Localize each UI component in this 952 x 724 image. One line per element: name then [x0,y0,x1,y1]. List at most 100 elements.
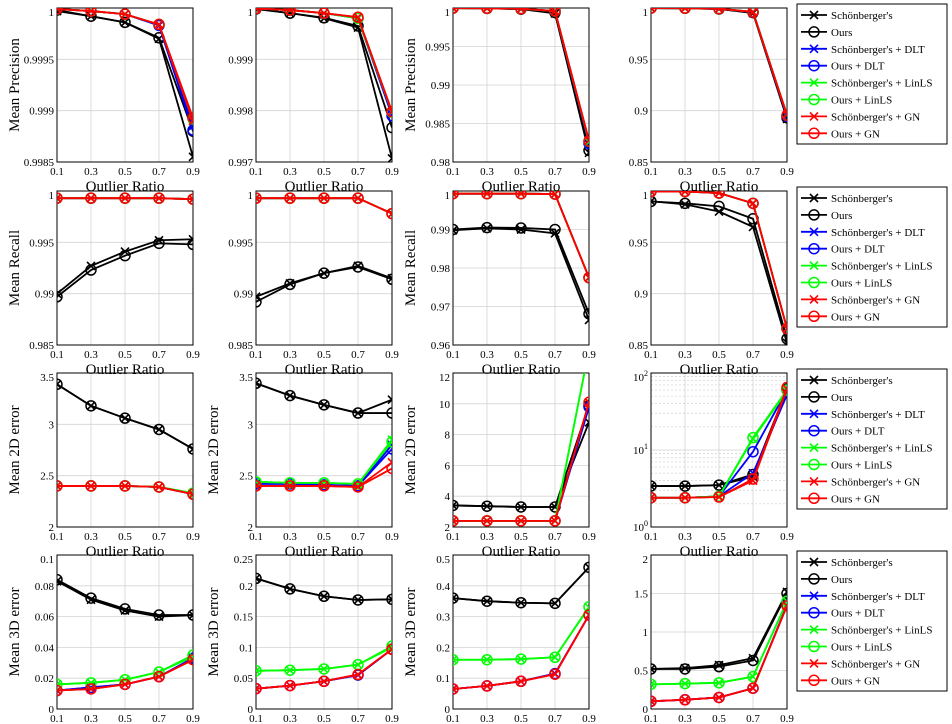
legend-marker [808,242,820,255]
data-point [187,193,193,205]
legend-box [796,186,948,328]
y-tick-label: 6 [445,460,451,472]
series-layer [256,192,392,308]
data-point [781,381,787,394]
data-point [187,238,193,251]
legend-row-3: Schönberger's Ours Schönberger's + DLT Ours… [796,368,948,510]
data-point [747,473,759,485]
legend-marker [808,310,820,323]
y-tick-label: 0.995 [228,237,253,249]
y-tick-label: 100 [633,519,648,534]
legend-item: Schönberger's + LinLS [801,625,932,637]
y-tick-label: 0.999 [29,106,54,118]
data-point [153,18,165,31]
y-tick-label: 3 [248,419,254,431]
series-line-ours-gn [651,8,787,116]
x-tick-label: 0.5 [317,713,331,724]
legend-marker [809,10,819,20]
legend-marker [808,127,820,140]
x-tick-label: 0.7 [351,166,365,178]
data-point [153,481,165,493]
plot-frame [650,554,788,710]
x-axis-label: Outlier Ratio [680,544,759,560]
data-point [57,8,63,15]
data-point [57,289,62,299]
x-tick-label: 0.1 [644,531,658,543]
data-point [549,668,561,680]
x-tick-label: 0.9 [780,531,794,543]
data-point [453,684,458,694]
data-point [781,333,787,345]
data-point [85,683,97,695]
legend-label: Schönberger's [831,375,893,387]
chart-1-1: 0.1 0.3 0.5 0.7 0.90.99850.9990.99951Outlier… [7,7,200,195]
legend-marker [808,492,820,505]
legend-marker [808,391,820,403]
data-point [57,193,62,203]
chart-2-2: 0.1 0.3 0.5 0.7 0.9 0.985 0.99 0.995 1 Outlier Ra… [228,190,399,378]
series-line-ours-gn [57,8,193,119]
data-point [453,515,459,527]
data-point [651,195,657,208]
y-tick-label: 0.995 [29,237,54,249]
series-layer [651,8,787,124]
y-tick-label: 0.06 [35,612,55,624]
legend-item: Ours [801,391,852,404]
y-tick-label: 0 [248,704,254,716]
y-tick-label: 0 [643,704,649,716]
series-line-ours-linls [651,600,787,686]
data-point [453,191,459,200]
x-axis-label: Outlier Ratio [680,362,759,378]
data-point [583,308,589,320]
x-tick-label: 0.7 [548,349,562,361]
legend-label: Schönberger's + GN [831,294,920,306]
legend-label: Ours + DLT [831,61,885,73]
data-point [583,271,589,284]
data-point [256,193,261,203]
series-line-ours [651,200,787,340]
data-point [187,653,193,666]
legend-marker [808,26,820,38]
data-point [584,610,589,620]
data-point [515,191,527,200]
x-axis-label: Outlier Ratio [285,544,364,560]
y-tick-label: 8 [445,430,451,442]
data-point [85,592,97,604]
x-tick-label: 0.3 [678,713,692,724]
x-tick-label: 0.9 [582,166,596,178]
x-tick-label: 0.7 [548,713,562,724]
series-layer [256,572,392,695]
data-point [386,593,392,606]
y-tick-label: 1 [445,7,451,19]
data-point [256,481,261,491]
data-point [651,664,656,674]
data-point [352,407,364,419]
y-axis-label: Mean Precision [403,38,419,132]
series-line-ours [453,226,589,315]
data-point [85,400,97,412]
legend-marker [809,294,819,304]
data-point [515,515,527,527]
x-tick-label: 0.7 [548,531,562,543]
legend-item: Schönberger's [801,375,893,387]
data-point [583,401,589,413]
legend-row-1: Schönberger's Ours Schönberger's + DLT Ours… [796,3,948,145]
data-point [747,8,759,18]
data-point [713,191,725,199]
plot-frame [650,372,788,528]
legend-marker [808,424,820,437]
data-point [651,8,656,13]
x-tick-label: 0.1 [446,531,460,543]
x-tick-label: 0.5 [514,531,528,543]
y-axis-label: Mean Recall [403,230,419,306]
data-point [453,683,459,695]
y-tick-label: 10 [439,399,451,411]
legend-marker [809,557,819,567]
legend-marker [809,111,819,121]
data-point [679,663,691,675]
data-point [386,640,392,652]
y-tick-label: 2 [445,522,451,534]
data-point [713,691,725,704]
x-tick-label: 0.1 [446,166,460,178]
x-axis-label: Outlier Ratio [482,544,561,560]
